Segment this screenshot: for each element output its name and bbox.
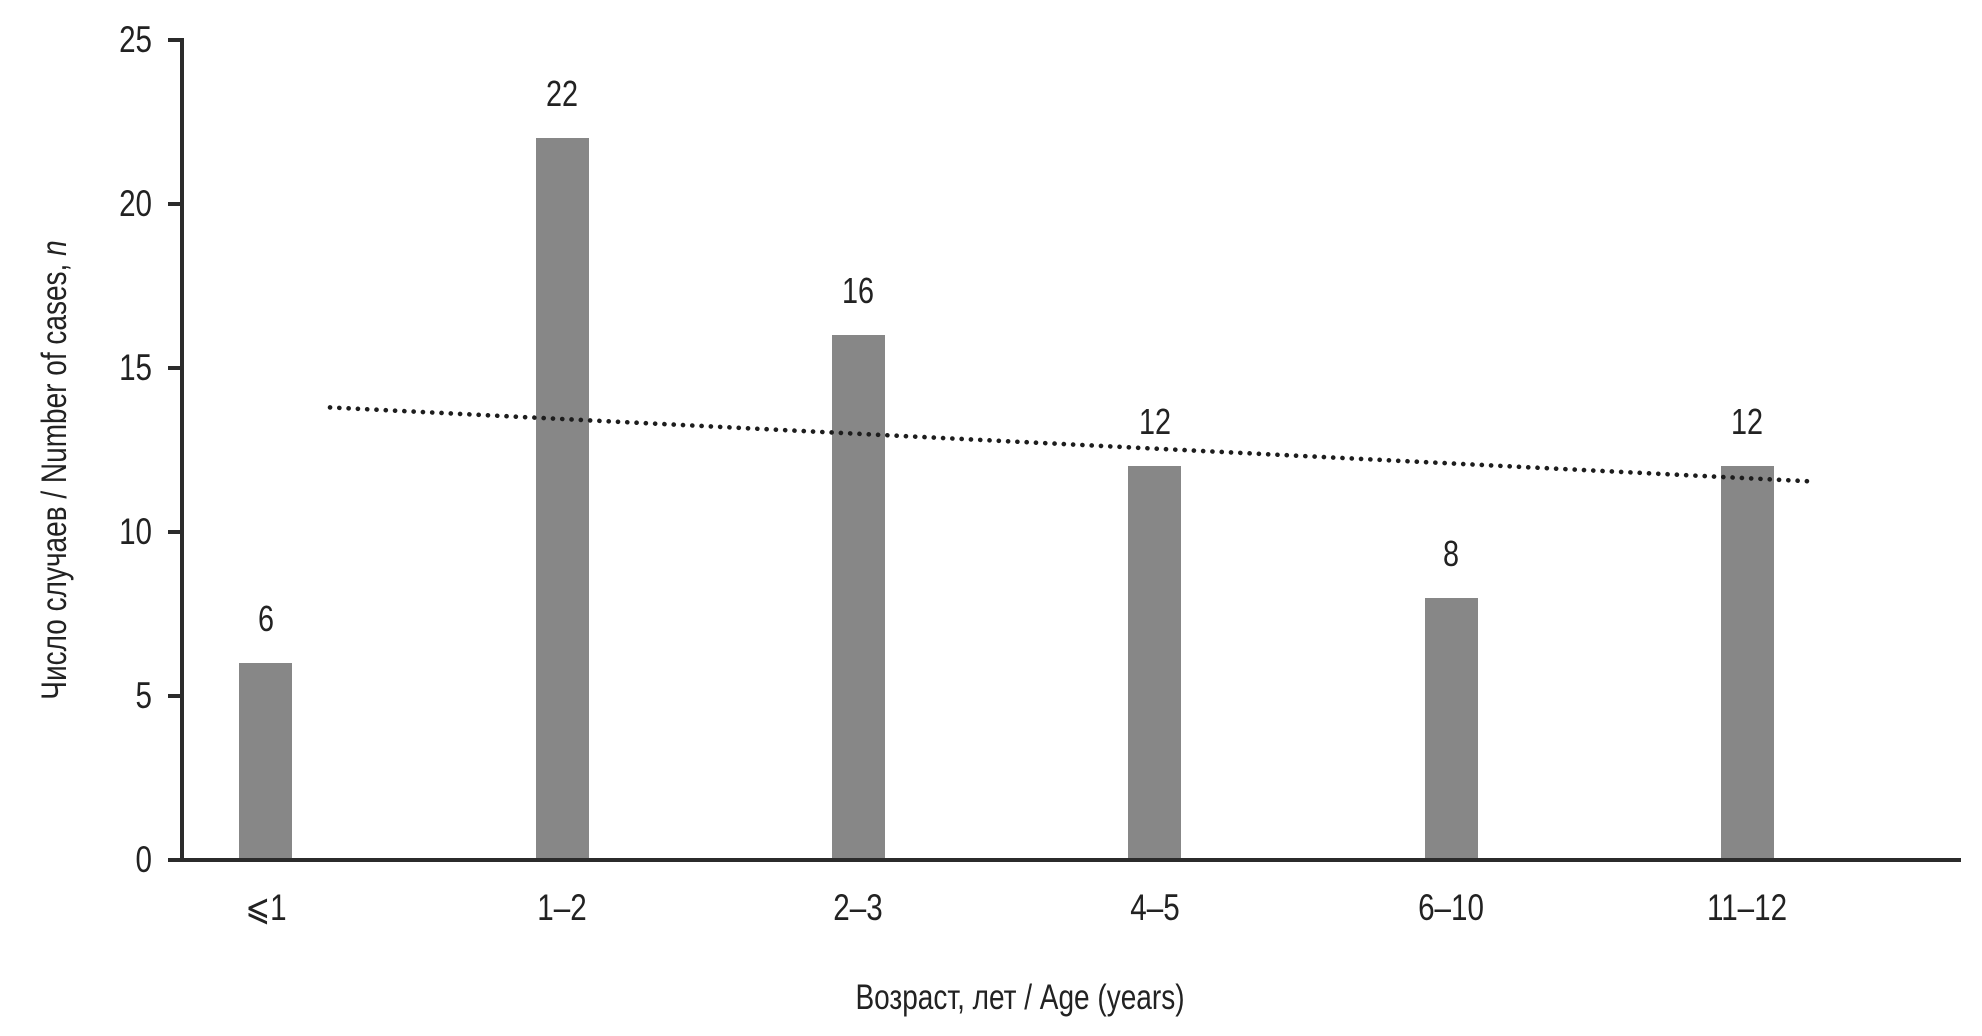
y-axis-tick xyxy=(168,858,180,862)
y-tick-label: 20 xyxy=(119,183,152,224)
y-axis-title: Число случаев / Number of cases, n xyxy=(35,240,75,699)
x-tick-label: 2–3 xyxy=(833,887,884,928)
bar xyxy=(239,663,293,858)
y-axis-tick xyxy=(168,38,180,42)
y-axis-tick xyxy=(168,366,180,370)
x-tick-label: 11–12 xyxy=(1707,887,1788,928)
y-axis-title-text: Число случаев / Number of cases, xyxy=(35,255,74,700)
bar xyxy=(1128,466,1182,858)
x-axis-line xyxy=(180,858,1961,862)
y-axis-tick xyxy=(168,694,180,698)
bar xyxy=(831,335,885,858)
bar-value-label: 12 xyxy=(1138,401,1171,443)
y-tick-label: 0 xyxy=(135,839,152,880)
y-axis-tick xyxy=(168,202,180,206)
bar-value-label: 22 xyxy=(546,73,579,115)
y-axis-title-variable: n xyxy=(35,240,74,256)
x-tick-label: ⩽1 xyxy=(245,887,287,928)
bar-value-label: 12 xyxy=(1731,401,1764,443)
x-axis-title: Возраст, лет / Age (years) xyxy=(855,978,1185,1017)
bar-value-label: 8 xyxy=(1442,532,1460,574)
bar xyxy=(535,138,589,858)
bar-value-label: 6 xyxy=(257,598,274,640)
y-tick-label: 15 xyxy=(119,347,152,388)
bar xyxy=(1424,597,1478,858)
bar-value-label: 16 xyxy=(842,270,875,312)
y-axis-tick xyxy=(168,530,180,534)
y-tick-label: 25 xyxy=(119,19,152,60)
bar xyxy=(1720,466,1774,858)
x-tick-label: 6–10 xyxy=(1418,887,1484,928)
y-tick-label: 10 xyxy=(119,511,152,552)
x-tick-label: 1–2 xyxy=(537,887,587,928)
y-axis-line xyxy=(180,38,184,862)
y-tick-label: 5 xyxy=(135,675,152,716)
x-tick-label: 4–5 xyxy=(1129,887,1180,928)
